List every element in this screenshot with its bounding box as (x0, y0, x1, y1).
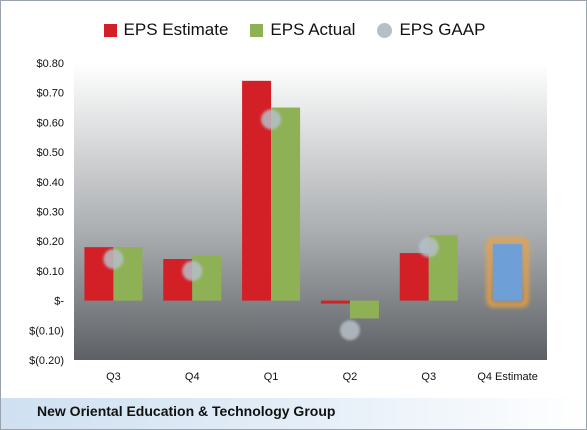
bar-eps-estimate (399, 253, 429, 301)
x-tick-label: Q3 (421, 371, 436, 383)
legend-item-eps-actual: EPS Actual (250, 20, 355, 40)
y-tick-label: $0.60 (36, 117, 64, 129)
y-tick-label: $(0.10) (29, 325, 64, 337)
y-tick-label: $0.70 (36, 88, 64, 100)
y-tick-label: $(0.20) (29, 355, 64, 367)
legend-swatch-eps-actual (250, 23, 264, 37)
y-tick-label: $0.40 (36, 177, 64, 189)
bar-eps-actual (349, 300, 379, 319)
point-eps-gaap (103, 249, 124, 270)
y-tick-label: $0.50 (36, 147, 64, 159)
legend-swatch-eps-estimate (103, 23, 117, 37)
y-tick-label: $0.80 (36, 58, 64, 70)
y-tick-label: $- (54, 296, 64, 308)
y-tick-label: $0.10 (36, 266, 64, 278)
x-tick-label: Q3 (106, 371, 121, 383)
x-tick-label: Q1 (264, 371, 279, 383)
highlight-glow (486, 237, 529, 308)
legend-item-eps-gaap: EPS GAAP (377, 20, 485, 40)
company-name: New Oriental Education & Technology Grou… (37, 403, 336, 419)
x-tick-label: Q4 Estimate (477, 371, 538, 383)
point-eps-gaap (182, 260, 203, 281)
footer-banner: New Oriental Education & Technology Grou… (1, 398, 586, 429)
y-tick-label: $0.20 (36, 236, 64, 248)
point-eps-gaap (261, 109, 282, 130)
legend-label-eps-actual: EPS Actual (270, 20, 356, 39)
legend-item-eps-estimate: EPS Estimate (103, 20, 229, 40)
bar-eps-estimate (320, 300, 350, 304)
point-eps-gaap (339, 320, 360, 341)
bar-q4-estimate (493, 244, 523, 301)
legend-label-eps-gaap: EPS GAAP (399, 20, 486, 39)
legend-swatch-eps-gaap (377, 22, 393, 38)
legend-label-eps-estimate: EPS Estimate (123, 20, 229, 39)
bar-eps-actual (271, 107, 301, 301)
x-tick-label: Q4 (185, 371, 200, 383)
legend: EPS Estimate EPS Actual EPS GAAP (1, 15, 586, 45)
point-eps-gaap (418, 237, 439, 258)
y-tick-label: $0.30 (36, 207, 64, 219)
x-tick-label: Q2 (343, 371, 358, 383)
plot-area (74, 63, 547, 360)
